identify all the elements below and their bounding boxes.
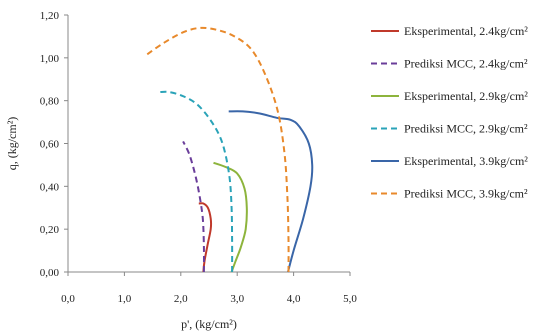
series-line-experimental-3 <box>213 161 248 273</box>
legend-label: Eksperimental, 3.9kg/cm² <box>404 154 528 168</box>
x-tick-label: 0,0 <box>61 293 75 305</box>
legend-label: Prediksi MCC, 2.4kg/cm² <box>404 57 528 71</box>
series-line-prediction-2 <box>182 140 205 273</box>
y-tick-label: 0,20 <box>40 224 60 236</box>
y-tick-label: 1,20 <box>40 10 60 22</box>
legend-label: Prediksi MCC, 3.9kg/cm² <box>404 187 528 201</box>
chart-series <box>144 26 314 273</box>
x-tick-label: 5,0 <box>343 293 357 305</box>
legend-label: Prediksi MCC, 2.9kg/cm² <box>404 122 528 136</box>
series-line-experimental-5 <box>228 110 314 273</box>
y-axis-label: q, (kg/cm²) <box>5 117 19 171</box>
series-line-prediction-6 <box>144 26 290 273</box>
legend-label: Eksperimental, 2.4kg/cm² <box>404 24 528 38</box>
x-tick-label: 1,0 <box>118 293 132 305</box>
x-axis-label: p', (kg/cm²) <box>181 317 237 331</box>
y-tick-label: 0,60 <box>40 139 60 151</box>
y-tick-label: 0,00 <box>40 267 60 279</box>
y-tick-label: 1,00 <box>40 53 60 65</box>
x-tick-label: 3,0 <box>230 293 244 305</box>
y-tick-label: 0,80 <box>40 96 60 108</box>
x-tick-label: 4,0 <box>287 293 301 305</box>
series-line-prediction-4 <box>159 90 234 273</box>
y-tick-label: 0,40 <box>40 181 60 193</box>
legend-label: Eksperimental, 2.9kg/cm² <box>404 89 528 103</box>
chart-axes: 0,00 0,20 0,40 0,60 0,80 1,00 1,20 0,0 1,0 2,0 3,0… <box>40 10 358 305</box>
chart-legend: Eksperimental, 2.4kg/cm² Prediksi MCC, 2.… <box>371 24 528 201</box>
x-tick-label: 2,0 <box>174 293 188 305</box>
